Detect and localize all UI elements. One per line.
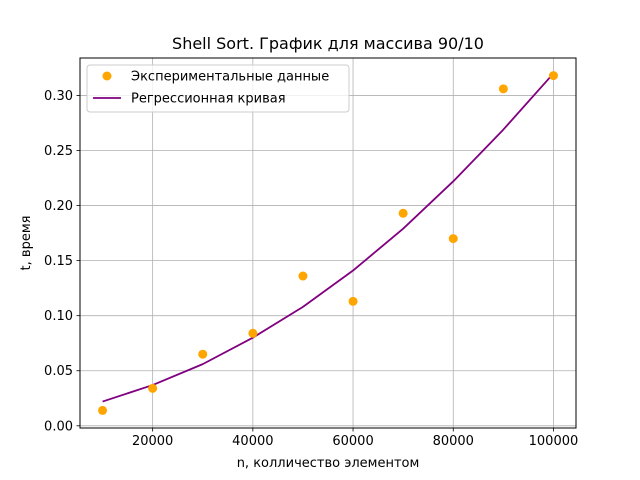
scatter-point: [248, 328, 258, 338]
grid: [80, 58, 576, 428]
legend-label-regression: Регрессионная кривая: [131, 92, 286, 107]
scatter-points-group: [98, 71, 558, 415]
legend-label-experimental: Экспериментальные данные: [131, 70, 329, 85]
y-tick-label: 0.25: [44, 144, 73, 159]
x-tick-label: 80000: [433, 434, 474, 449]
scatter-point: [448, 234, 458, 244]
y-tick-label: 0.15: [44, 254, 73, 269]
y-tick-label: 0.10: [44, 309, 73, 324]
scatter-point: [198, 349, 208, 359]
legend-box: [86, 64, 350, 113]
x-ticks: 20000 40000 60000 80000 100000: [132, 428, 578, 449]
y-tick-label: 0.30: [44, 89, 73, 104]
plot-frame: [79, 57, 577, 429]
scatter-point: [398, 208, 408, 218]
regression-line-group: [102, 72, 555, 403]
chart-title: Shell Sort. График для массива 90/10: [172, 34, 484, 53]
x-axis-label: n, колличество элементом: [237, 456, 420, 471]
scatter-point: [498, 84, 508, 94]
scatter-point: [548, 71, 558, 81]
scatter-point: [298, 271, 308, 281]
scatter-point: [148, 383, 158, 393]
y-tick-label: 0.00: [44, 419, 73, 434]
regression-line: [102, 72, 555, 403]
legend-scatter-marker: [102, 71, 112, 81]
scatter-point: [98, 405, 108, 415]
y-tick-label: 0.20: [44, 199, 73, 214]
x-tick-label: 40000: [232, 434, 273, 449]
x-tick-label: 20000: [132, 434, 173, 449]
scatter-point: [348, 296, 358, 306]
y-tick-label: 0.05: [44, 364, 73, 379]
x-tick-label: 100000: [529, 434, 579, 449]
x-tick-label: 60000: [332, 434, 373, 449]
y-ticks: 0.00 0.05 0.10 0.15 0.20 0.25 0.30: [44, 89, 80, 434]
legend: Экспериментальные данные Регрессионная к…: [86, 64, 350, 113]
y-axis-label: t, время: [19, 216, 34, 271]
